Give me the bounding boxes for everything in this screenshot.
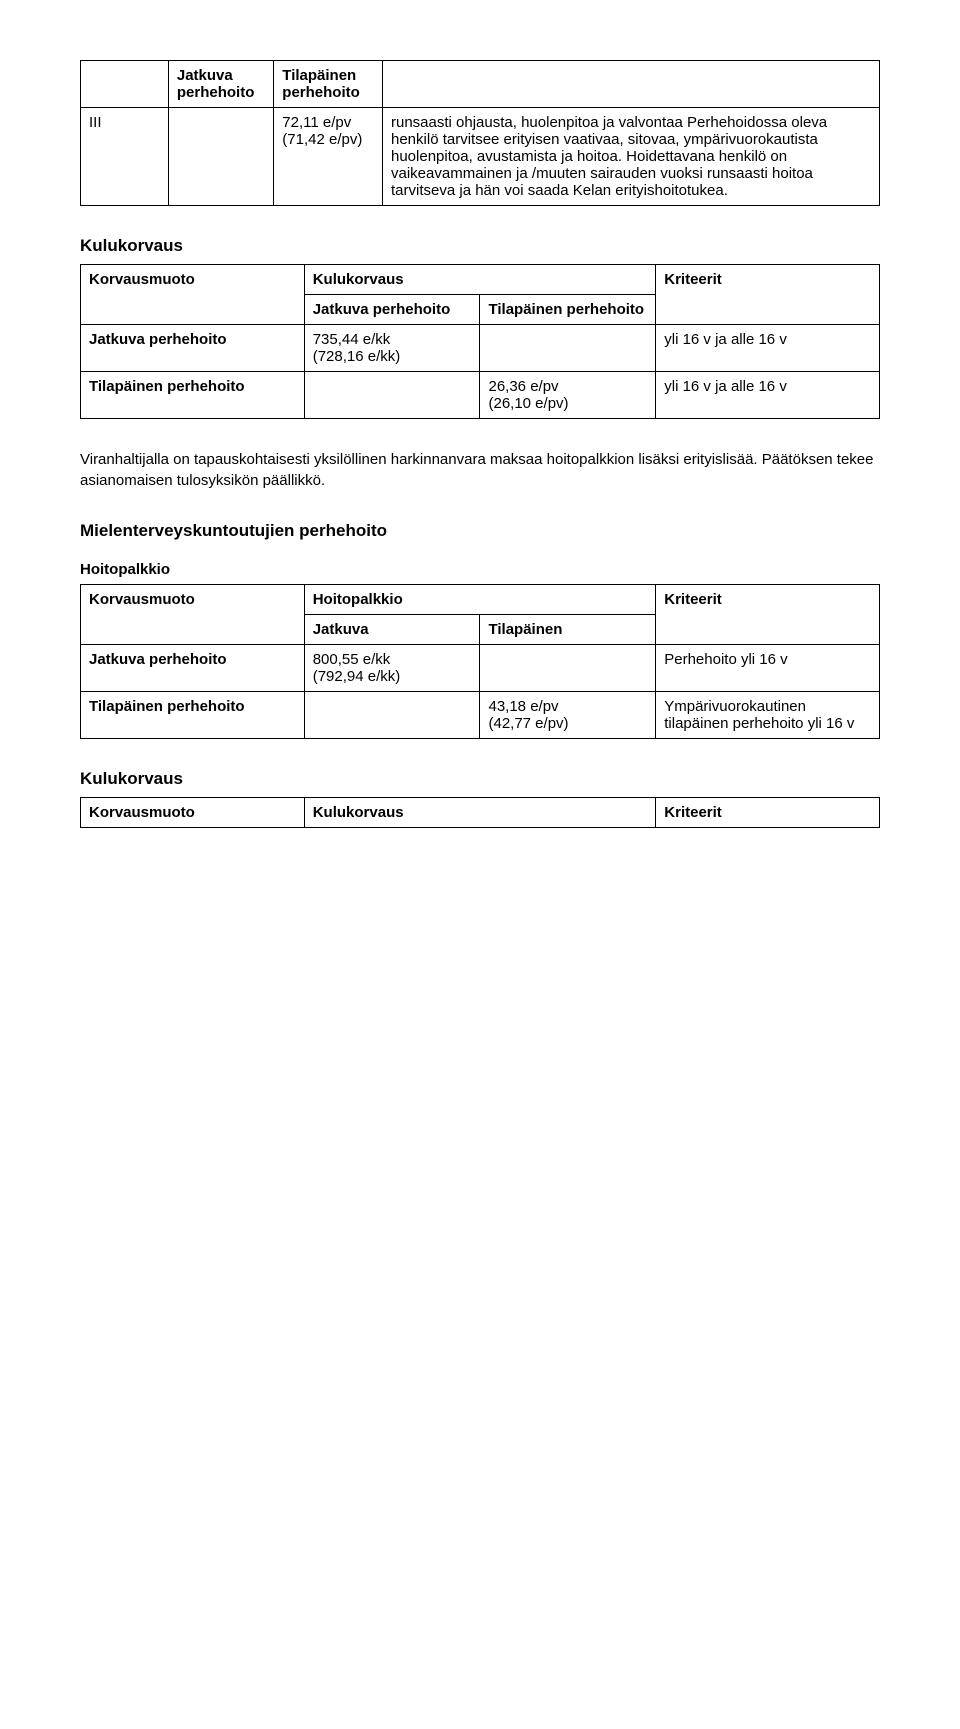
header-kriteerit: Kriteerit <box>656 585 880 645</box>
subheader-jatkuva: Jatkuva <box>304 615 480 645</box>
value-prev: (728,16 e/kk) <box>313 348 401 365</box>
cell <box>81 61 169 108</box>
header-hoitopalkkio: Hoitopalkkio <box>304 585 656 615</box>
table-kulukorvaus-2: Korvausmuoto Kulukorvaus Kriteerit <box>80 797 880 828</box>
cell: yli 16 v ja alle 16 v <box>656 325 880 372</box>
header-kriteerit: Kriteerit <box>656 798 880 828</box>
value-prev: (71,42 e/pv) <box>282 131 362 148</box>
cell <box>480 325 656 372</box>
cell: III <box>81 108 169 206</box>
subheader-tilapainen: Tilapäinen <box>480 615 656 645</box>
table-kulukorvaus: Korvausmuoto Kulukorvaus Kriteerit Jatku… <box>80 264 880 419</box>
header-korvausmuoto: Korvausmuoto <box>81 798 305 828</box>
cell: 800,55 e/kk (792,94 e/kk) <box>304 645 480 692</box>
value-prev: (26,10 e/pv) <box>488 395 568 412</box>
value: 800,55 e/kk <box>313 651 391 668</box>
header-kulukorvaus: Kulukorvaus <box>304 798 656 828</box>
cell: 72,11 e/pv (71,42 e/pv) <box>274 108 383 206</box>
table-hoitopalkkio: Korvausmuoto Hoitopalkkio Kriteerit Jatk… <box>80 584 880 739</box>
value: 72,11 e/pv <box>282 114 351 131</box>
row-label: Jatkuva perhehoito <box>81 325 305 372</box>
heading-mielenterveys: Mielenterveyskuntoutujien perhehoito <box>80 521 880 541</box>
cell <box>383 61 880 108</box>
value: 43,18 e/pv <box>488 698 558 715</box>
row-label: Tilapäinen perhehoito <box>81 372 305 419</box>
subheader-tilapainen: Tilapäinen perhehoito <box>480 295 656 325</box>
heading-kulukorvaus-2: Kulukorvaus <box>80 769 880 789</box>
header-kriteerit: Kriteerit <box>656 265 880 325</box>
cell: yli 16 v ja alle 16 v <box>656 372 880 419</box>
cell: 26,36 e/pv (26,10 e/pv) <box>480 372 656 419</box>
value-prev: (42,77 e/pv) <box>488 715 568 732</box>
cell: 43,18 e/pv (42,77 e/pv) <box>480 692 656 739</box>
subheading-hoitopalkkio: Hoitopalkkio <box>80 561 880 578</box>
cell <box>168 108 273 206</box>
row-label: Jatkuva perhehoito <box>81 645 305 692</box>
header-kulukorvaus: Kulukorvaus <box>304 265 656 295</box>
cell-desc: runsaasti ohjausta, huolenpitoa ja valvo… <box>383 108 880 206</box>
cell <box>480 645 656 692</box>
row-label: Tilapäinen perhehoito <box>81 692 305 739</box>
subheader-jatkuva: Jatkuva perhehoito <box>304 295 480 325</box>
cell <box>304 372 480 419</box>
cell: Perhehoito yli 16 v <box>656 645 880 692</box>
cell: Ympärivuorokautinen tilapäinen perhehoit… <box>656 692 880 739</box>
cell: 735,44 e/kk (728,16 e/kk) <box>304 325 480 372</box>
table-top: Jatkuva perhehoito Tilapäinen perhehoito… <box>80 60 880 206</box>
paragraph: Viranhaltijalla on tapauskohtaisesti yks… <box>80 449 880 491</box>
value: 735,44 e/kk <box>313 331 391 348</box>
value-prev: (792,94 e/kk) <box>313 668 401 685</box>
heading-kulukorvaus: Kulukorvaus <box>80 236 880 256</box>
header-jatkuva: Jatkuva perhehoito <box>168 61 273 108</box>
header-korvausmuoto: Korvausmuoto <box>81 265 305 325</box>
header-tilapainen: Tilapäinen perhehoito <box>274 61 383 108</box>
header-korvausmuoto: Korvausmuoto <box>81 585 305 645</box>
cell <box>304 692 480 739</box>
value: 26,36 e/pv <box>488 378 558 395</box>
